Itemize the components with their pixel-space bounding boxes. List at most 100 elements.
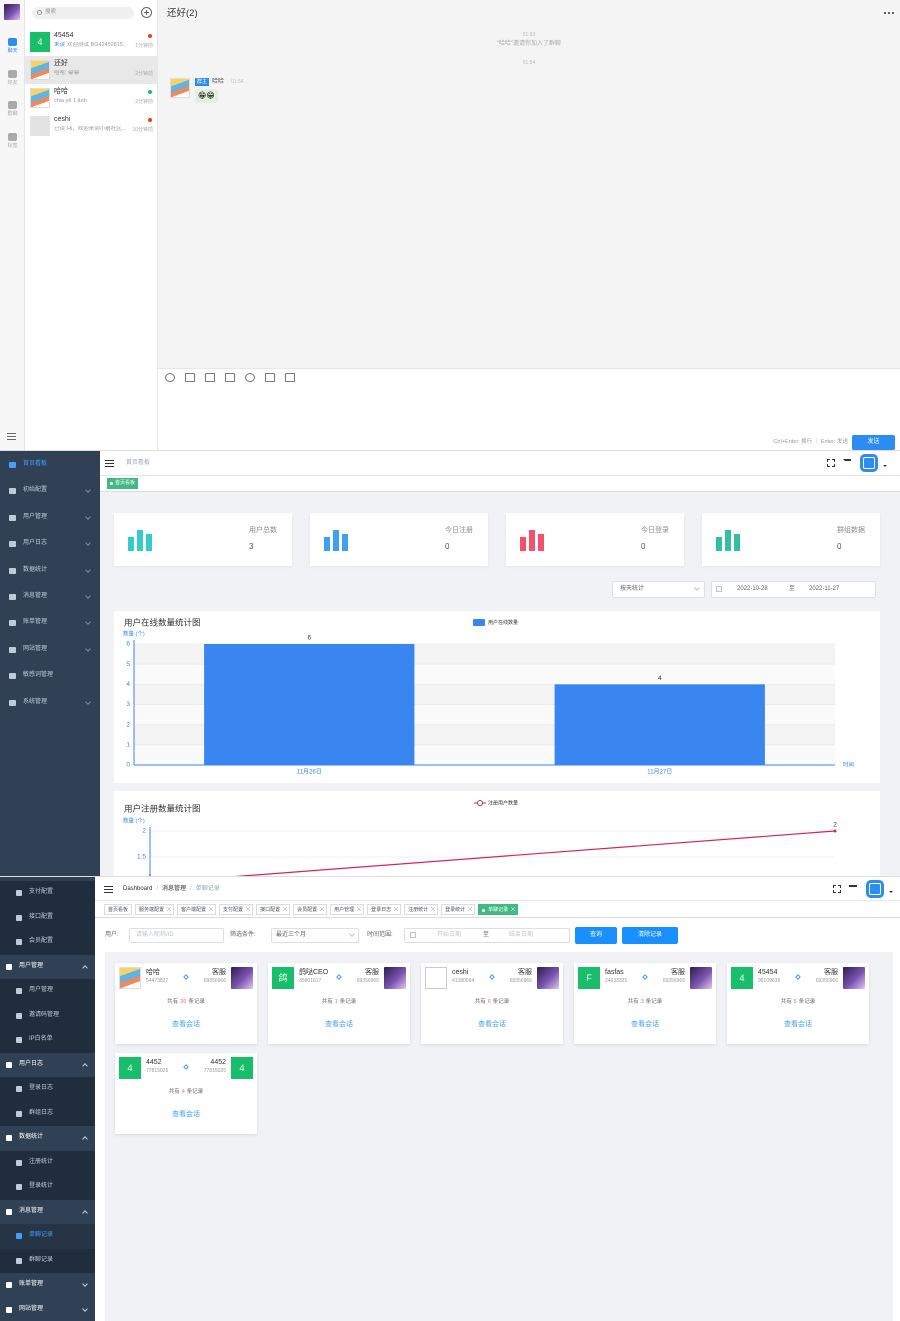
- fullscreen-icon[interactable]: [827, 459, 835, 467]
- add-button[interactable]: [141, 7, 152, 18]
- font-size-icon[interactable]: [843, 459, 851, 467]
- toolbar-icon[interactable]: [165, 373, 175, 382]
- tab-close[interactable]: [511, 907, 516, 911]
- stat-card[interactable]: [702, 513, 880, 566]
- nav-label[interactable]: 群聊: [7, 111, 18, 117]
- tab-close[interactable]: [283, 907, 288, 911]
- more-dot[interactable]: [888, 12, 890, 14]
- tab-close[interactable]: [431, 907, 436, 911]
- menu-item[interactable]: 网站管理: [23, 645, 48, 652]
- tab[interactable]: 会员配置: [293, 904, 328, 915]
- more-dot[interactable]: [884, 12, 886, 14]
- legend-label: 用户在线数量: [488, 619, 518, 626]
- tab[interactable]: 支付配置: [219, 904, 254, 915]
- conversation-status: 已读: [54, 126, 66, 132]
- conversation-status: 未读: [54, 42, 66, 48]
- search-box[interactable]: [32, 7, 134, 19]
- submenu-item[interactable]: 单聊记录: [29, 1232, 54, 1238]
- menu-item[interactable]: 账单管理: [23, 619, 48, 626]
- menu-group[interactable]: 消息管理: [19, 1207, 44, 1214]
- submenu-item[interactable]: 用户管理: [29, 987, 54, 993]
- view-link[interactable]: 查看会话: [172, 1111, 200, 1118]
- submenu-item[interactable]: 群组日志: [29, 1109, 54, 1116]
- date-range[interactable]: [711, 581, 876, 598]
- nav-icon[interactable]: [8, 101, 17, 109]
- tab-close[interactable]: [320, 907, 325, 911]
- toolbar-icon[interactable]: [245, 373, 255, 382]
- nav-label[interactable]: 标签: [7, 142, 18, 149]
- user-input[interactable]: [129, 928, 224, 943]
- more-dot[interactable]: [892, 12, 894, 14]
- toolbar-icon[interactable]: [265, 373, 275, 382]
- nav-icon[interactable]: [8, 69, 17, 78]
- menu-group[interactable]: 网站管理: [19, 1305, 44, 1312]
- tab[interactable]: 单聊记录: [478, 904, 519, 915]
- breadcrumb-item[interactable]: Dashboard: [123, 886, 153, 892]
- tab[interactable]: 接口配置: [256, 904, 291, 915]
- tab[interactable]: 登录日志: [367, 904, 402, 915]
- view-link[interactable]: 查看会话: [784, 1021, 812, 1028]
- submenu-item[interactable]: 邀请码管理: [29, 1011, 60, 1018]
- fullscreen-icon[interactable]: [833, 885, 841, 893]
- menu-item[interactable]: 用户管理: [23, 513, 48, 520]
- menu-item[interactable]: 首页看板: [23, 461, 48, 467]
- tab-close[interactable]: [468, 907, 473, 911]
- condition-select[interactable]: [271, 928, 359, 943]
- tab[interactable]: 登录统计: [441, 904, 476, 915]
- menu-group[interactable]: 账单管理: [19, 1281, 44, 1287]
- tag[interactable]: 首页看板: [107, 478, 139, 489]
- clear-button[interactable]: 清除记录: [622, 927, 678, 944]
- stat-card[interactable]: [310, 513, 488, 566]
- topbar: [95, 877, 900, 901]
- stat-card[interactable]: [506, 513, 684, 566]
- view-link[interactable]: 查看会话: [631, 1021, 659, 1028]
- menu-item[interactable]: 数据统计: [23, 566, 48, 573]
- submenu-item[interactable]: 登录日志: [29, 1085, 54, 1091]
- view-link[interactable]: 查看会话: [172, 1021, 200, 1028]
- nav-label[interactable]: 聊天: [7, 48, 18, 54]
- search-button[interactable]: 查询: [575, 927, 617, 944]
- font-size-icon[interactable]: [849, 885, 857, 893]
- menu-item[interactable]: 消息管理: [23, 593, 48, 599]
- toolbar-icon[interactable]: [205, 373, 215, 382]
- menu-group[interactable]: 数据统计: [19, 1134, 44, 1140]
- menu-item[interactable]: 用户日志: [23, 540, 48, 547]
- nav-icon[interactable]: [8, 132, 17, 141]
- toolbar-icon[interactable]: [185, 373, 195, 382]
- view-link[interactable]: 查看会话: [325, 1021, 353, 1028]
- tab[interactable]: 服务端配置: [135, 904, 175, 915]
- submenu-item[interactable]: 支付配置: [29, 889, 54, 895]
- view-link[interactable]: 查看会话: [478, 1021, 506, 1028]
- tab-close[interactable]: [246, 907, 251, 911]
- tab[interactable]: 客户端配置: [177, 904, 217, 915]
- user-avatar[interactable]: [860, 454, 878, 472]
- submenu-item[interactable]: 登录统计: [29, 1183, 54, 1189]
- tab[interactable]: 注册统计: [404, 904, 439, 915]
- submenu-item[interactable]: 注册统计: [29, 1158, 54, 1165]
- tab-close[interactable]: [167, 907, 172, 911]
- tab[interactable]: 用户管理: [330, 904, 365, 915]
- menu-group[interactable]: 用户管理: [19, 962, 44, 969]
- menu-item[interactable]: 初始配置: [23, 487, 48, 494]
- nav-icon[interactable]: [8, 38, 17, 46]
- menu-item[interactable]: 系统管理: [23, 698, 48, 705]
- toolbar-icon[interactable]: [225, 373, 235, 382]
- tab[interactable]: 首页看板: [104, 904, 133, 915]
- menu-group[interactable]: 用户日志: [19, 1060, 44, 1067]
- user-avatar[interactable]: [866, 880, 884, 898]
- tab-close[interactable]: [357, 907, 362, 911]
- breadcrumb-item[interactable]: 消息管理: [162, 886, 187, 892]
- tab-close[interactable]: [209, 907, 214, 911]
- tab-close[interactable]: [394, 907, 399, 911]
- mode-select[interactable]: [612, 581, 705, 598]
- nav-label[interactable]: 好友: [7, 79, 18, 86]
- submenu-item[interactable]: IP白名单: [29, 1036, 53, 1042]
- date-range[interactable]: [404, 928, 570, 943]
- menu-item[interactable]: 敏感词管理: [23, 672, 54, 679]
- submenu-item[interactable]: 群聊记录: [29, 1256, 54, 1263]
- submenu-item[interactable]: 会员配置: [29, 938, 54, 944]
- stat-card[interactable]: [114, 513, 292, 566]
- toolbar-icon[interactable]: [285, 373, 295, 382]
- send-button[interactable]: 发送: [852, 435, 895, 450]
- submenu-item[interactable]: 接口配置: [29, 913, 54, 920]
